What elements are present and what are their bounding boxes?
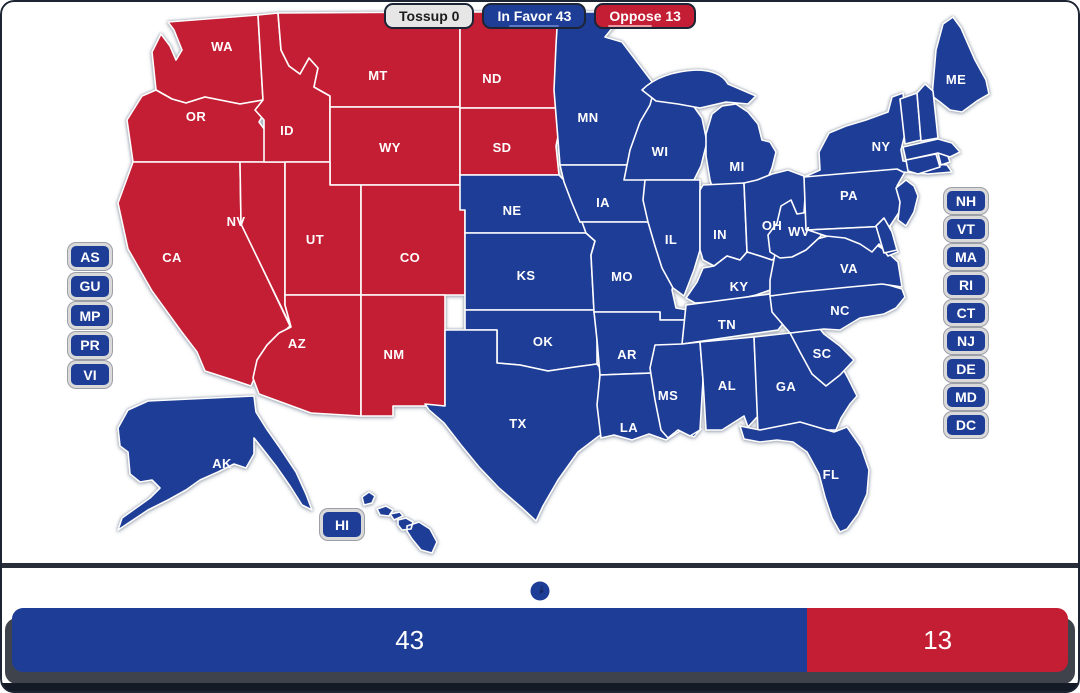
state-box-MA-label: MA [955,249,977,265]
state-NJ[interactable] [895,179,919,227]
toolbar: Tossup 0 In Favor 43 Oppose 13 [0,3,1080,29]
flag-threshold-marker-icon [530,581,550,601]
bottom-edge-band [0,683,1080,693]
state-box-AS[interactable]: AS [68,243,112,270]
state-CO[interactable] [360,184,466,296]
state-IN[interactable] [699,182,748,267]
state-SC[interactable] [789,328,855,387]
state-box-VI-label: VI [83,366,97,383]
state-NH[interactable] [916,83,939,142]
state-box-CT-label: CT [956,305,976,321]
map-results-divider [0,563,1080,568]
state-NM[interactable] [360,294,446,417]
state-MI[interactable] [641,69,777,201]
state-MS[interactable] [649,341,704,439]
state-box-MD[interactable]: MD [944,384,988,410]
tossup-button[interactable]: Tossup 0 [384,3,475,29]
state-box-AS-label: AS [80,248,100,265]
state-box-RI[interactable]: RI [944,272,988,298]
state-box-RI-label: RI [959,277,973,293]
state-AL[interactable] [699,336,759,431]
state-box-HI-label: HI [335,516,349,533]
state-box-NH-label: NH [955,193,977,209]
state-box-GU[interactable]: GU [68,272,112,300]
tossup-button-label: Tossup 0 [399,8,460,24]
in-favor-seat-count: 43 [395,624,425,655]
oppose-progress-strip [608,25,652,27]
state-box-HI[interactable]: HI [320,509,364,540]
state-box-NH[interactable]: NH [944,188,988,214]
state-HI[interactable] [361,491,438,554]
state-FL[interactable] [739,421,870,533]
state-KS[interactable] [464,232,596,311]
state-DE[interactable] [875,217,898,254]
state-box-VI[interactable]: VI [68,361,112,388]
oppose-seat-count: 13 [923,624,953,655]
state-box-VT-label: VT [957,221,975,237]
state-box-NJ[interactable]: NJ [944,328,988,354]
state-box-MA[interactable]: MA [944,244,988,270]
oppose-button[interactable]: Oppose 13 [594,3,696,29]
state-WY[interactable] [329,106,461,186]
state-AK[interactable] [117,395,313,531]
state-box-PR-label: PR [80,337,100,353]
state-box-PR[interactable]: PR [68,331,112,359]
state-box-DE-label: DE [956,361,976,377]
state-ME[interactable] [931,16,990,113]
in-favor-progress-strip [509,25,560,27]
in-favor-button[interactable]: In Favor 43 [482,3,587,29]
state-box-MP-label: MP [79,307,101,324]
state-box-DC-label: DC [955,417,977,433]
in-favor-button-label: In Favor 43 [497,8,572,24]
state-box-NJ-label: NJ [957,333,975,349]
results-bar-in-favor-segment: 43 [12,608,808,672]
state-MA[interactable] [902,138,961,161]
oppose-button-label: Oppose 13 [609,8,681,24]
state-box-MD-label: MD [955,389,977,405]
state-box-GU-label: GU [79,278,101,294]
state-box-DC[interactable]: DC [944,412,988,438]
state-TX[interactable] [424,329,620,522]
state-box-DE[interactable]: DE [944,356,988,382]
state-box-VT[interactable]: VT [944,216,988,242]
state-box-CT[interactable]: CT [944,300,988,326]
us-states-map: WAORCANVIDMTWYUTCOAZNMNDSDNEKSOKTXMNIAMO… [117,11,990,554]
results-bar: 43 13 [12,608,1068,672]
results-bar-oppose-segment: 13 [807,608,1068,672]
state-SD[interactable] [459,107,562,176]
state-box-MP[interactable]: MP [68,302,112,329]
